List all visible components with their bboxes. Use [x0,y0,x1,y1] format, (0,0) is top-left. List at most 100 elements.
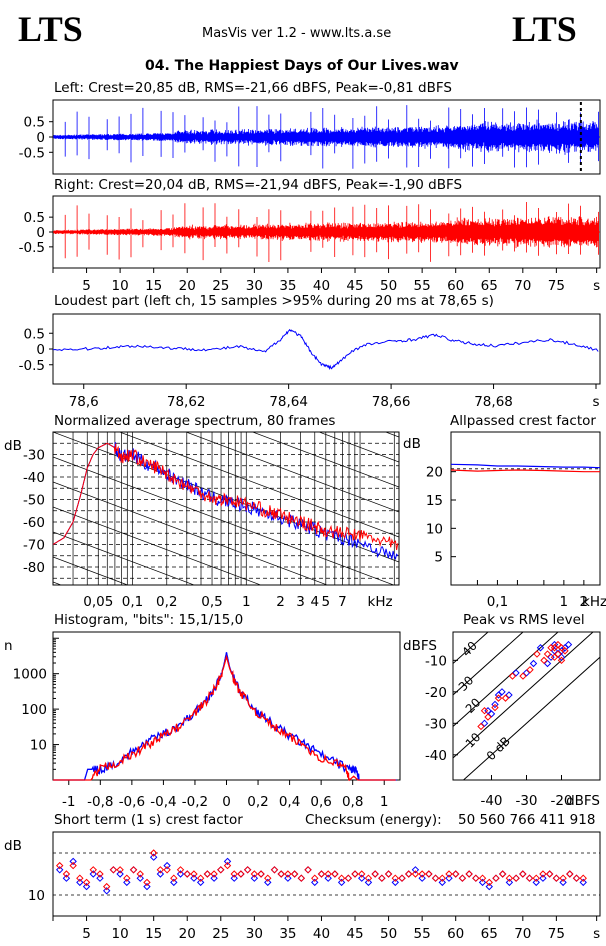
spectrum-frame [52,431,400,586]
spectrum-grid [53,232,399,585]
peakrms-point-right [491,703,499,712]
peakrms-point-right [508,672,517,680]
shortterm-point-right [512,874,520,882]
shortterm-point-right [445,870,453,878]
spectrum-xtick-label: 1 [242,594,251,610]
shortterm-point-right [56,861,64,870]
spectrum-xtick-label: 0,5 [201,594,222,610]
shortterm-point-left [539,874,547,882]
shortterm-point-left [525,874,534,882]
peakrms-point-left [529,659,538,668]
shortterm-point-left [123,878,131,887]
shortterm-xtick-label: s [593,926,600,942]
shortterm-point-left [250,874,259,882]
allpass-xtick-label: 1 [560,594,569,610]
shortterm-point-right [143,878,151,887]
shortterm-point-left [485,882,493,891]
checksum-value: 50 560 766 411 918 [458,812,596,828]
right-xtick-label: 55 [414,278,431,294]
histogram-ytick-label: 100 [21,702,47,718]
peakrms-point-right [484,713,492,721]
allpass-ytick-label: 10 [426,521,443,537]
shortterm-point-right [277,870,285,878]
shortterm-xtick-label: 70 [514,926,531,942]
peakrms-ytick-label: -40 [425,748,447,764]
shortterm-point-left [176,870,185,878]
shortterm-xtick-label: 5 [82,926,91,942]
shortterm-point-right [566,870,574,878]
shortterm-ylabel: dB [4,838,22,854]
shortterm-point-left [438,878,446,887]
peakrms-ylabel: dBFS [403,638,437,654]
peak-rms-title: Peak vs RMS level [463,612,585,628]
shortterm-point-left [304,866,312,874]
right-waveform-title: Right: Crest=20,04 dB, RMS=-21,94 dBFS, … [54,177,463,193]
spectrum-ytick-label: -70 [23,538,45,554]
shortterm-point-right [337,874,346,882]
right-ytick-label: 0.5 [24,210,45,226]
shortterm-point-left [331,870,339,878]
allpass-ytick-label: 20 [426,465,443,481]
peakrms-diagonal [453,632,524,696]
shortterm-point-right [102,882,111,891]
spectrum-series-right [53,442,399,551]
spectrum-xtick-label: 2 [276,594,285,610]
logo-left: LTS [18,9,83,49]
histogram-xtick-label: -0,2 [182,794,208,810]
shortterm-point-right [237,870,245,878]
loudest-xtick-label: 78,64 [269,394,308,410]
shortterm-point-right [210,870,218,878]
allpass-series-right [450,469,600,473]
shortterm-point-left [465,870,473,878]
shortterm-point-left [102,887,111,895]
shortterm-point-left [371,870,379,878]
shortterm-point-left [425,870,433,878]
shortterm-point-left [566,870,574,878]
spectrum-ytick-label: -60 [23,515,45,531]
shortterm-point-left [264,878,272,887]
shortterm-point-left [116,870,124,878]
loudest-xtick-label: 78,66 [372,394,411,410]
peakrms-xtick-label: -20 [550,793,572,809]
shortterm-point-right [458,874,467,882]
histogram-ylabel: n [4,638,13,654]
spectrum-title: Normalized average spectrum, 80 frames [54,413,336,429]
peakrms-ytick-label: -20 [425,685,447,701]
loudest-ytick-label: -0.5 [19,358,45,374]
shortterm-point-left [579,878,587,887]
shortterm-point-right [230,870,238,878]
shortterm-point-right [304,866,312,874]
histogram-title: Histogram, "bits": 15,1/15,0 [54,612,244,628]
shortterm-point-left [136,874,144,882]
spectrum-slope-line [53,257,399,387]
shortterm-point-right [264,874,272,882]
shortterm-point-left [545,870,554,878]
shortterm-point-left [391,878,400,887]
shortterm-point-right [418,870,426,878]
loudest-waveform [52,328,599,371]
shortterm-point-left [230,874,238,882]
shortterm-point-left [89,870,97,878]
histogram-xtick-label: -0,6 [119,794,145,810]
loudest-ytick-label: 0.5 [24,326,45,342]
peakrms-point-left [564,640,573,649]
spectrum-slope-line [118,432,399,538]
shortterm-point-left [351,870,359,878]
shortterm-point-left [143,882,151,891]
histogram-ytick-label: 10 [30,738,47,754]
shortterm-point-right [351,870,359,878]
allpass-frame [450,431,601,586]
shortterm-point-left [472,874,480,882]
histogram-xtick-label: -1 [62,794,75,810]
spectrum-slope-line [53,232,399,362]
shortterm-point-right [405,870,413,878]
shortterm-frame [52,831,601,917]
peakrms-point-right [543,650,552,658]
app-title: MasVis ver 1.2 - www.lts.a.se [202,26,392,41]
loudest-xtick-label: 78,68 [474,394,513,410]
peakrms-point-right [547,644,555,652]
right-xtick-label: 50 [380,278,397,294]
shortterm-ytick-label: 10 [28,888,45,904]
shortterm-point-left [384,870,393,878]
peakrms-point-right [526,666,534,674]
